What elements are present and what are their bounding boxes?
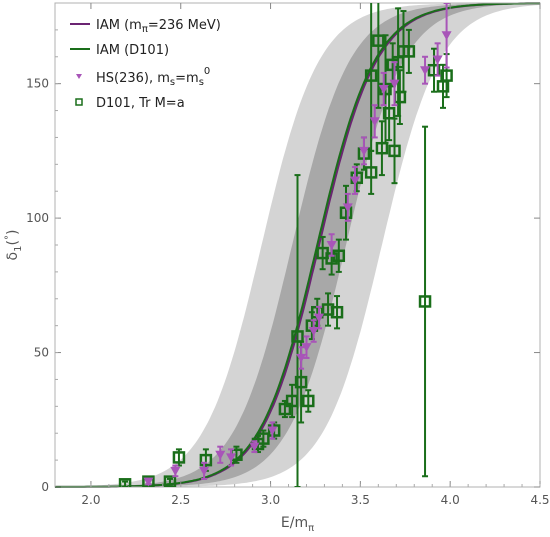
legend-label-iam-236: IAM (mπ=236 MeV) [96, 18, 221, 35]
x-tick-label: 2.0 [81, 493, 100, 507]
y-tick-label: 50 [34, 346, 49, 360]
data-point-square [118, 478, 132, 487]
data-point-square [427, 63, 441, 77]
data-point-triangle [342, 203, 353, 213]
data-point-triangle [199, 466, 210, 476]
x-tick-label: 2.5 [171, 493, 190, 507]
data-point-triangle [267, 426, 278, 436]
data-point-square [364, 69, 378, 82]
data-point-square [382, 106, 396, 120]
x-tick-label: 4.0 [441, 493, 460, 507]
x-axis-label: E/mπ [281, 515, 314, 534]
data-point-square [375, 141, 389, 155]
data-point-square [172, 451, 186, 464]
legend-label-iam-d101: IAM (D101) [96, 43, 169, 58]
data-point-triangle [170, 466, 181, 476]
data-point-triangle [226, 453, 237, 463]
data-point-square [163, 475, 177, 487]
legend: IAM (mπ=236 MeV) IAM (D101) HS(236), ms=ms… [70, 18, 221, 111]
data-point-square [291, 330, 304, 343]
data-point-triangle [326, 241, 337, 250]
legend-label-d101: D101, Tr M=a [96, 96, 185, 111]
x-tick-label: 4.5 [530, 493, 549, 507]
data-point-triangle [378, 85, 389, 95]
legend-swatch-d101 [75, 98, 83, 106]
axes: 2.0 2.5 3.0 3.5 4.0 4.5 0 50 100 150 E/mπ δ1(°) [4, 2, 550, 534]
data-point-square [267, 424, 281, 437]
data-points [118, 3, 453, 487]
legend-swatch-hs236 [76, 74, 82, 79]
data-point-triangle [314, 313, 325, 323]
data-point-square [379, 82, 392, 96]
data-point-square [440, 69, 453, 82]
legend-label-hs236: HS(236), ms=ms0 [96, 66, 210, 88]
series-hs236-points [143, 3, 452, 487]
y-tick-label: 100 [26, 211, 49, 225]
x-tick-label: 3.5 [351, 493, 370, 507]
data-point-square [330, 305, 344, 319]
data-point-square [372, 34, 385, 47]
data-point-square [402, 45, 416, 58]
data-point-square [278, 402, 292, 416]
data-point-triangle [301, 343, 312, 353]
data-point-square [388, 144, 401, 158]
data-point-triangle [296, 353, 307, 363]
data-point-square [199, 453, 213, 467]
data-point-square [294, 375, 308, 389]
data-point-triangle [420, 66, 431, 76]
x-tick-label: 3.0 [261, 493, 280, 507]
y-axis-label: δ1(°) [4, 230, 24, 261]
data-point-square [302, 394, 315, 408]
data-point-triangle [215, 450, 226, 460]
data-point-triangle [441, 31, 452, 41]
data-point-triangle [358, 146, 369, 156]
data-point-triangle [249, 442, 260, 452]
data-point-triangle [349, 176, 360, 186]
data-point-square [418, 295, 432, 308]
data-point-triangle [389, 79, 400, 89]
y-tick-label: 0 [41, 480, 49, 494]
data-point-triangle [143, 477, 154, 487]
data-point-square [257, 432, 270, 445]
data-point-triangle [432, 55, 443, 65]
y-tick-label: 150 [26, 77, 49, 91]
data-point-square [364, 166, 378, 179]
data-point-triangle [369, 117, 380, 127]
